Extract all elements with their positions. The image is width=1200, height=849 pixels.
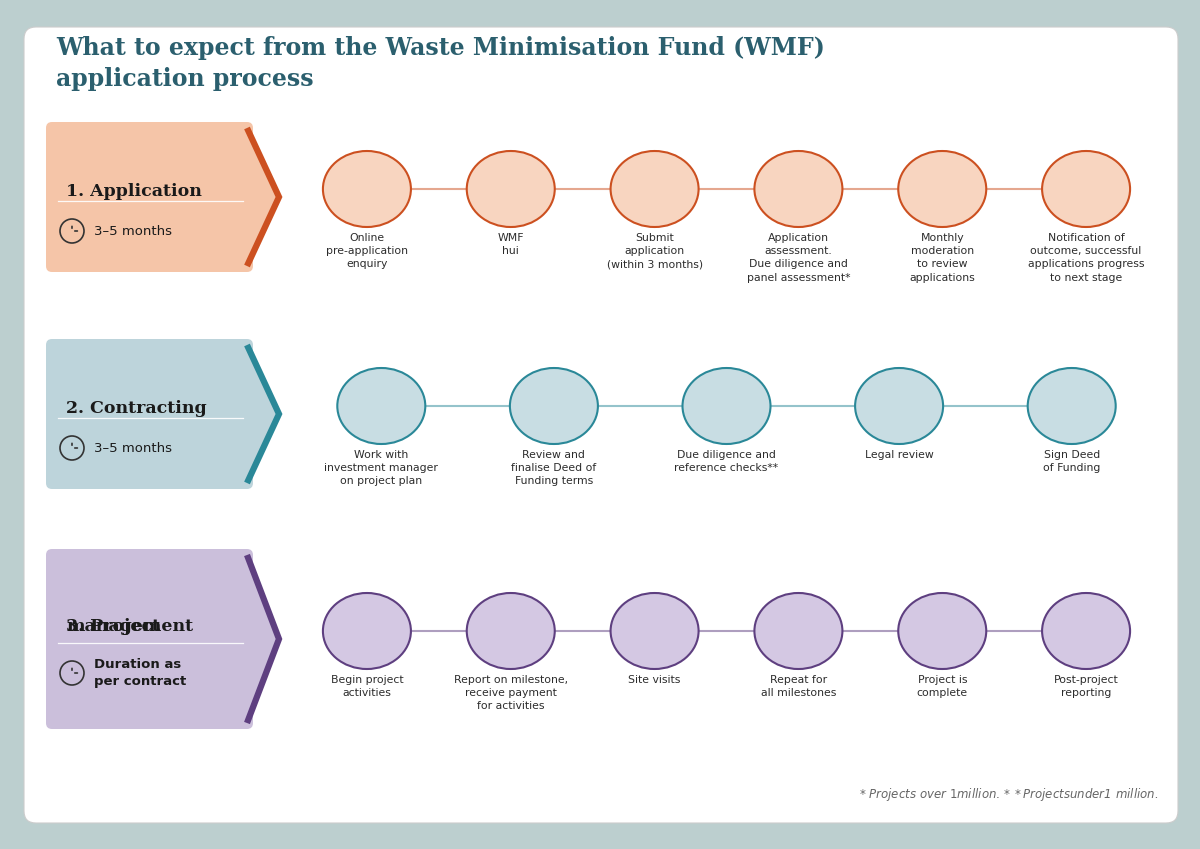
- Polygon shape: [52, 555, 278, 723]
- Text: Due diligence and
reference checks**: Due diligence and reference checks**: [674, 450, 779, 473]
- FancyBboxPatch shape: [46, 122, 253, 272]
- Ellipse shape: [510, 368, 598, 444]
- Ellipse shape: [611, 151, 698, 227]
- Text: Project is
complete: Project is complete: [917, 675, 968, 698]
- Polygon shape: [52, 128, 278, 266]
- Text: Post-project
reporting: Post-project reporting: [1054, 675, 1118, 698]
- Ellipse shape: [683, 368, 770, 444]
- Ellipse shape: [611, 593, 698, 669]
- Ellipse shape: [856, 368, 943, 444]
- Text: 3. Project: 3. Project: [66, 618, 160, 635]
- Text: 3–5 months: 3–5 months: [94, 441, 172, 454]
- Ellipse shape: [467, 593, 554, 669]
- Text: * Projects over $1 million.    ** Projects under $1 million.: * Projects over $1 million. ** Projects …: [859, 786, 1158, 803]
- Ellipse shape: [1042, 151, 1130, 227]
- Text: Monthly
moderation
to review
applications: Monthly moderation to review application…: [910, 233, 976, 283]
- Text: Report on milestone,
receive payment
for activities: Report on milestone, receive payment for…: [454, 675, 568, 711]
- Text: Repeat for
all milestones: Repeat for all milestones: [761, 675, 836, 698]
- FancyBboxPatch shape: [46, 339, 253, 489]
- Ellipse shape: [899, 593, 986, 669]
- Text: 1. Application: 1. Application: [66, 183, 202, 200]
- Text: Begin project
activities: Begin project activities: [331, 675, 403, 698]
- Text: Sign Deed
of Funding: Sign Deed of Funding: [1043, 450, 1100, 473]
- Text: Application
assessment.
Due diligence and
panel assessment*: Application assessment. Due diligence an…: [746, 233, 850, 283]
- Text: Review and
finalise Deed of
Funding terms: Review and finalise Deed of Funding term…: [511, 450, 596, 486]
- Ellipse shape: [1042, 593, 1130, 669]
- Ellipse shape: [467, 151, 554, 227]
- Text: Notification of
outcome, successful
applications progress
to next stage: Notification of outcome, successful appl…: [1028, 233, 1145, 283]
- Text: Site visits: Site visits: [629, 675, 680, 685]
- Text: Work with
investment manager
on project plan: Work with investment manager on project …: [324, 450, 438, 486]
- Text: 3–5 months: 3–5 months: [94, 224, 172, 238]
- FancyBboxPatch shape: [46, 549, 253, 729]
- Text: WMF
hui: WMF hui: [498, 233, 524, 256]
- FancyBboxPatch shape: [24, 27, 1178, 823]
- Ellipse shape: [323, 151, 410, 227]
- Ellipse shape: [755, 593, 842, 669]
- Text: Duration as
per contract: Duration as per contract: [94, 659, 186, 688]
- Ellipse shape: [899, 151, 986, 227]
- Ellipse shape: [755, 151, 842, 227]
- Text: Online
pre-application
enquiry: Online pre-application enquiry: [326, 233, 408, 269]
- Ellipse shape: [1027, 368, 1116, 444]
- Polygon shape: [52, 345, 278, 483]
- Text: Legal review: Legal review: [865, 450, 934, 460]
- Text: 2. Contracting: 2. Contracting: [66, 400, 206, 417]
- Text: What to expect from the Waste Minimisation Fund (WMF)
application process: What to expect from the Waste Minimisati…: [56, 36, 824, 91]
- Ellipse shape: [337, 368, 425, 444]
- Ellipse shape: [323, 593, 410, 669]
- Text: Submit
application
(within 3 months): Submit application (within 3 months): [606, 233, 703, 269]
- Text: management: management: [66, 599, 193, 635]
